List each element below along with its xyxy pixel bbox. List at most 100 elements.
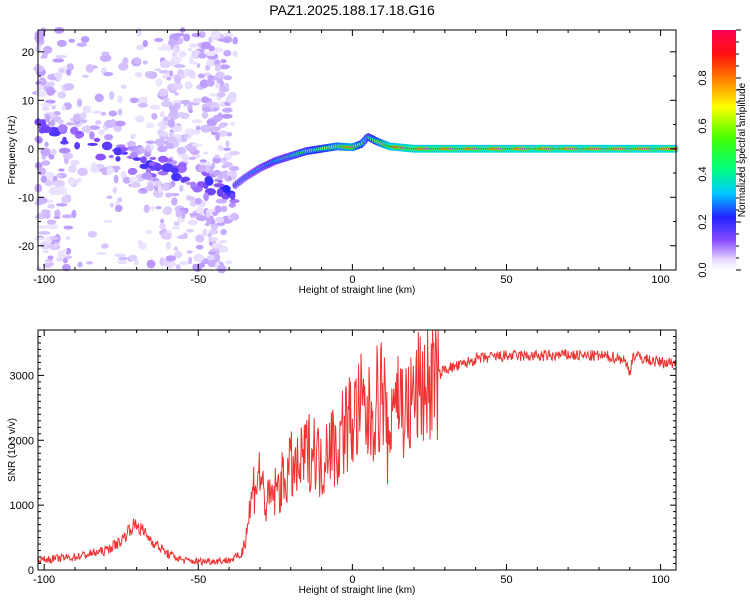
y-tick-label: 0: [28, 565, 34, 577]
spectrogram-cell: [169, 192, 180, 197]
spectrogram-x-label: Height of straight line (km): [299, 285, 416, 296]
spectrogram-cell: [61, 214, 74, 219]
spectrogram-cell: [127, 167, 138, 175]
spectrogram-cell: [215, 131, 220, 141]
spectrogram-cell: [208, 36, 213, 44]
spectrogram-cell: [153, 163, 162, 172]
spectrogram-cell: [36, 138, 43, 144]
snr-series-line: [37, 329, 676, 567]
spectrogram-cell: [82, 105, 92, 114]
spectrogram-cell: [81, 125, 91, 133]
spectrogram-cell: [172, 82, 184, 91]
spectrogram-cell: [198, 52, 207, 59]
spectrogram-cell: [55, 54, 67, 59]
spectrogram-cell: [39, 118, 47, 128]
spectrogram-cell: [117, 108, 123, 116]
spectrogram-cell: [186, 69, 196, 77]
spectrogram-cell: [210, 126, 220, 132]
spectrogram-cell: [53, 216, 61, 220]
spectrogram-cell: [220, 205, 228, 213]
colorbar-tick-label: 0.8: [697, 70, 709, 85]
spectrogram-cell: [212, 115, 222, 123]
spectrogram-cell: [225, 260, 233, 265]
spectrogram-cell: [45, 87, 56, 96]
spectrogram-cell: [140, 156, 147, 164]
figure-title: PAZ1.2025.188.17.18.G16: [269, 2, 435, 18]
spectrogram-cell: [56, 257, 63, 262]
spectrogram-cell: [197, 164, 208, 172]
spectrogram-cell: [116, 144, 126, 148]
spectrogram-cell: [173, 246, 179, 252]
spectrogram-cell: [114, 201, 120, 205]
spectrogram-cell: [217, 179, 223, 184]
spectrogram-cell: [131, 133, 137, 139]
spectrogram-cell: [46, 223, 59, 230]
spectrogram-cell: [186, 228, 194, 233]
spectrogram-cell: [191, 32, 203, 38]
spectrogram-cell: [221, 159, 228, 164]
spectrogram-cell: [216, 188, 224, 197]
spectrogram-cell: [165, 141, 176, 150]
spectrogram-cell: [46, 219, 57, 225]
spectrogram-cell: [65, 247, 72, 255]
spectrogram-cell: [208, 228, 219, 235]
spectrogram-cell: [188, 130, 201, 135]
spectrogram-cell: [103, 71, 114, 77]
spectrogram-cell: [222, 107, 233, 113]
spectrogram-cell: [218, 239, 228, 244]
spectrogram-cell: [134, 71, 143, 78]
spectrogram-cell: [95, 120, 102, 125]
spectrogram-cell: [206, 254, 215, 261]
spectrogram-cell: [37, 196, 48, 205]
spectrogram-cell: [67, 165, 77, 173]
spectrogram-cell: [181, 137, 188, 143]
spectrogram-cell: [207, 233, 212, 238]
spectrogram-cell: [230, 212, 240, 221]
spectrogram-cell: [146, 122, 155, 129]
spectrogram-cell: [157, 184, 163, 194]
colorbar-label: Normalized spectral amplitude: [737, 82, 748, 217]
spectrogram-cell: [91, 110, 103, 114]
spectrogram-cell: [145, 144, 151, 153]
spectrogram-cell: [175, 209, 183, 218]
spectrogram-cell: [159, 111, 165, 118]
spectrogram-cell: [150, 205, 155, 211]
spectrogram-cell: [40, 126, 53, 134]
spectrogram-cell: [212, 243, 218, 248]
spectrogram-cell: [52, 58, 65, 63]
spectrogram-cell: [232, 50, 238, 58]
spectrogram-cell: [157, 128, 165, 136]
colorbar-tick-label: 0.0: [697, 262, 709, 277]
spectrogram-cell: [57, 250, 65, 258]
spectrogram-cell: [99, 54, 112, 63]
spectrogram-cell: [184, 145, 190, 149]
spectrogram-cell: [232, 36, 239, 45]
spectrogram-cell: [218, 87, 230, 93]
spectrogram-cell: [129, 176, 139, 183]
spectrogram-cell: [149, 104, 161, 110]
x-tick-label: -50: [190, 574, 206, 586]
spectrogram-cell: [166, 136, 178, 144]
spectrogram-cell: [179, 112, 190, 119]
spectrogram-cell: [196, 62, 201, 69]
spectrogram-cell: [109, 202, 115, 208]
spectrogram-cell: [108, 110, 118, 117]
spectrogram-cell: [147, 182, 154, 192]
colorbar-tick-label: 0.6: [697, 118, 709, 133]
spectrogram-cell: [74, 141, 81, 150]
spectrogram-cell: [217, 264, 227, 274]
spectrogram-cell: [42, 249, 50, 254]
spectrogram-cell: [171, 197, 178, 206]
spectrogram-cell: [195, 125, 201, 131]
spectrogram-cell: [180, 210, 186, 219]
spectrogram-cell: [179, 261, 189, 266]
spectrogram-cell: [65, 122, 74, 126]
spectrogram-cell: [65, 236, 71, 240]
x-tick-label: -100: [33, 574, 55, 586]
spectrogram-cell: [168, 261, 177, 268]
spectrogram-cell: [218, 130, 228, 137]
spectrogram-cell: [98, 129, 105, 136]
spectrogram-cell: [217, 144, 224, 152]
spectrogram-cell: [195, 244, 204, 250]
